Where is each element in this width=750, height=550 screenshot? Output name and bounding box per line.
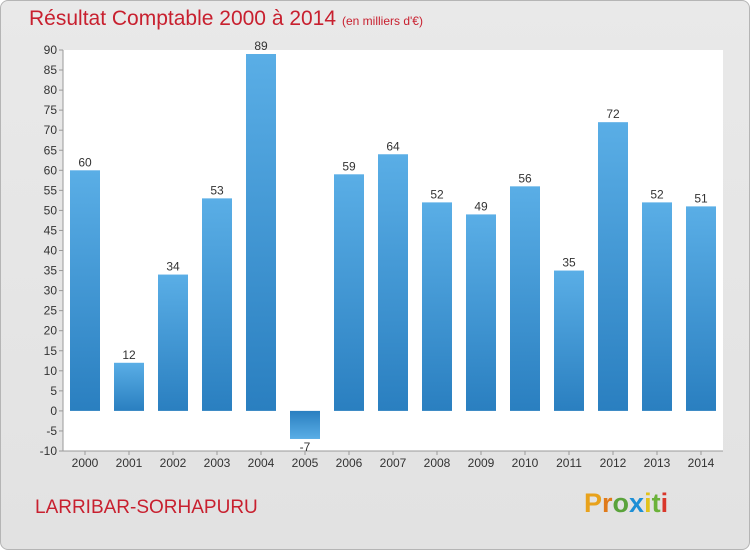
y-tick-label: 65 [44, 143, 58, 157]
y-tick-label: -10 [40, 444, 58, 458]
x-tick-label: 2009 [468, 456, 495, 470]
bar-value-label: 53 [210, 183, 224, 197]
y-tick-label: 40 [44, 244, 58, 258]
brand-letter: o [612, 488, 630, 518]
bar-value-label: 59 [342, 159, 356, 173]
x-tick-label: 2004 [248, 456, 275, 470]
proxiti-logo: Proxiti [584, 488, 668, 519]
bar-value-label: 52 [430, 187, 444, 201]
y-tick-label: 35 [44, 264, 58, 278]
bar-value-label: 52 [650, 187, 664, 201]
chart-title: Résultat Comptable 2000 à 2014 [29, 7, 337, 30]
bar [70, 170, 100, 411]
y-tick-label: 85 [44, 63, 58, 77]
x-tick-label: 2000 [72, 456, 99, 470]
y-tick-label: 90 [44, 43, 58, 57]
brand-letter: i [644, 488, 652, 518]
y-tick-label: 5 [50, 384, 57, 398]
y-tick-label: 75 [44, 103, 58, 117]
bar [378, 154, 408, 411]
bar-value-label: 49 [474, 199, 488, 213]
bar [246, 54, 276, 411]
y-tick-label: 60 [44, 163, 58, 177]
bar-value-label: -7 [300, 440, 311, 454]
y-tick-label: 70 [44, 123, 58, 137]
bar [642, 202, 672, 411]
y-tick-label: 10 [44, 364, 58, 378]
bar [158, 274, 188, 411]
brand-letter: r [602, 488, 613, 518]
brand-letter: P [584, 488, 603, 518]
x-tick-label: 2010 [512, 456, 539, 470]
y-tick-label: -5 [46, 424, 57, 438]
commune-name: LARRIBAR-SORHAPURU [35, 497, 258, 518]
bar [114, 362, 144, 411]
chart-unit: (en milliers d'€) [342, 14, 423, 28]
x-tick-label: 2007 [380, 456, 407, 470]
bar [334, 174, 364, 411]
brand-letter: i [660, 488, 669, 518]
bar-value-label: 34 [166, 260, 180, 274]
bar-value-label: 35 [562, 256, 576, 270]
bar [290, 410, 320, 439]
bar [466, 214, 496, 411]
y-tick-label: 50 [44, 203, 58, 217]
bar-value-label: 60 [78, 155, 92, 169]
x-tick-label: 2013 [644, 456, 671, 470]
bar-value-label: 89 [254, 39, 268, 53]
brand-letter: t [651, 488, 661, 518]
bar-value-label: 56 [518, 171, 532, 185]
y-tick-label: 0 [50, 404, 57, 418]
x-tick-label: 2011 [556, 456, 582, 470]
y-tick-label: 30 [44, 284, 58, 298]
y-tick-label: 15 [44, 344, 58, 358]
bar-value-label: 51 [694, 191, 708, 205]
x-tick-label: 2001 [116, 456, 143, 470]
x-tick-label: 2014 [688, 456, 715, 470]
bar [598, 122, 628, 411]
y-tick-label: 55 [44, 183, 58, 197]
y-tick-label: 45 [44, 223, 58, 237]
bar [422, 202, 452, 411]
brand-letter: x [629, 488, 645, 518]
y-tick-label: 80 [44, 83, 58, 97]
x-tick-label: 2005 [292, 456, 319, 470]
bar [510, 186, 540, 411]
bar-value-label: 12 [122, 348, 136, 362]
x-tick-label: 2006 [336, 456, 363, 470]
x-tick-label: 2008 [424, 456, 451, 470]
y-tick-label: 20 [44, 324, 58, 338]
x-tick-label: 2003 [204, 456, 231, 470]
y-tick-label: 25 [44, 304, 58, 318]
bar [554, 270, 584, 411]
bar-value-label: 72 [606, 107, 620, 121]
bar [686, 206, 716, 411]
x-tick-label: 2012 [600, 456, 627, 470]
bar-value-label: 64 [386, 139, 400, 153]
bar [202, 198, 232, 411]
x-tick-label: 2002 [160, 456, 187, 470]
